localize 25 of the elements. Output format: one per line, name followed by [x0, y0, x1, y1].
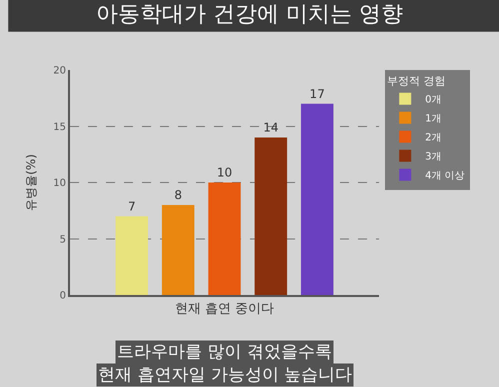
y-axis-title: 유병율(%)	[24, 154, 38, 211]
bar	[208, 182, 241, 295]
legend-label: 4개 이상	[425, 170, 465, 182]
bar	[300, 104, 334, 295]
y-tick-label: 10	[53, 178, 66, 189]
legend-label: 0개	[425, 94, 442, 106]
data-label: 7	[128, 199, 136, 214]
data-label: 8	[174, 188, 182, 202]
data-label: 17	[310, 86, 325, 101]
bar	[162, 205, 194, 295]
legend-label: 2개	[425, 132, 442, 144]
data-label: 10	[216, 166, 232, 180]
chart-title: 아동학대가 건강에 미치는 영향	[96, 2, 403, 28]
x-tick-label: 현재 흡연 중이다	[174, 302, 274, 317]
legend-label: 3개	[425, 152, 442, 163]
bar	[116, 216, 148, 295]
legend-label: 1개	[425, 114, 442, 125]
y-tick-label: 0	[60, 290, 66, 302]
bar	[254, 138, 288, 295]
text: 트라우마를 많이 겪었을수록	[117, 342, 332, 362]
y-tick-label: 5	[60, 234, 66, 246]
legend-title: 부정적 경험	[387, 74, 446, 88]
text: 현재 흡연자일 가능성이 높습니다	[98, 365, 352, 385]
y-tick-label: 15	[53, 122, 66, 133]
y-tick-label: 20	[53, 66, 66, 76]
